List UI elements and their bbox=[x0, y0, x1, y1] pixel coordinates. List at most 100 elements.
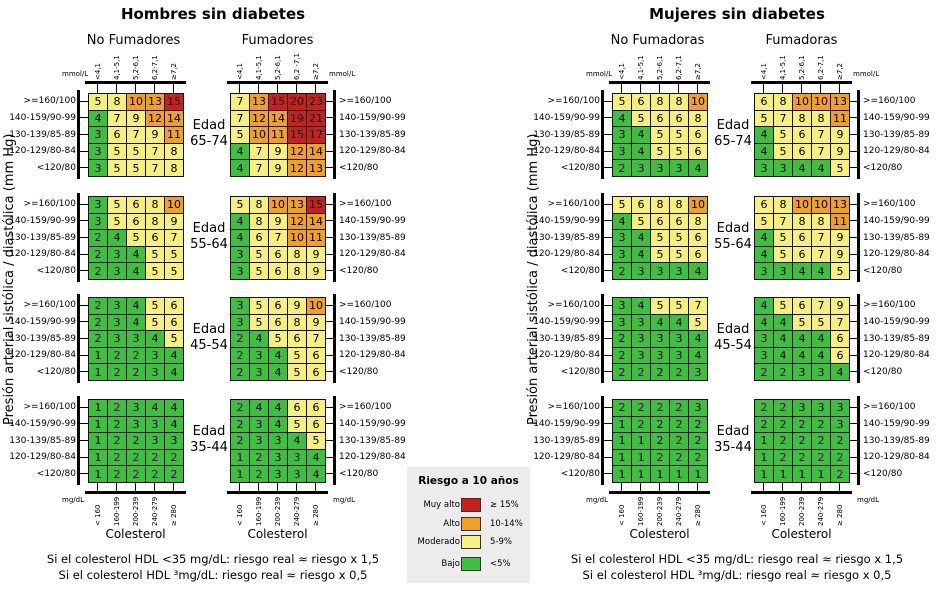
risk-cell: 5 bbox=[249, 262, 269, 280]
risk-cell: 5 bbox=[126, 229, 146, 247]
risk-cell: 5 bbox=[669, 297, 689, 315]
bp-row-label: 120-129/80-84 bbox=[863, 350, 930, 361]
x-axis-label: Colesterol bbox=[247, 527, 308, 541]
risk-cell: 2 bbox=[631, 399, 651, 417]
risk-cell: 2 bbox=[631, 415, 651, 434]
risk-cell: 2 bbox=[669, 415, 689, 434]
risk-grid: 6 8 10 10 13 5 7 8 8 11 4 5 6 7 9 4 5 6 7 9 3 3 4 4 5 bbox=[754, 93, 850, 177]
risk-cell: 2 bbox=[650, 415, 670, 434]
axis-tick bbox=[154, 482, 155, 491]
mmol-tick-label: ≥7,2 bbox=[693, 63, 702, 80]
risk-cell: 1 bbox=[88, 346, 108, 365]
risk-cell: 4 bbox=[792, 159, 812, 177]
mmol-unit-label: mmol/L bbox=[62, 70, 89, 78]
axis-tick bbox=[277, 84, 278, 93]
risk-cell: 1 bbox=[754, 448, 774, 467]
bp-row-label: 120-129/80-84 bbox=[863, 146, 930, 157]
risk-cell: 5 bbox=[650, 229, 670, 247]
bp-row-label: 120-129/80-84 bbox=[9, 452, 76, 463]
risk-cell: 3 bbox=[688, 363, 708, 381]
risk-cell: 2 bbox=[230, 415, 250, 434]
age-label-text: Edad bbox=[192, 220, 226, 236]
risk-cell: 2 bbox=[126, 363, 146, 381]
risk-cell: 2 bbox=[107, 465, 127, 483]
risk-cell: 20 bbox=[287, 93, 307, 111]
risk-cell: 11 bbox=[830, 109, 850, 128]
bp-row-label: 140-159/90-99 bbox=[339, 215, 406, 226]
risk-cell: 7 bbox=[164, 229, 184, 247]
risk-cell: 23 bbox=[306, 93, 326, 111]
bp-row-label: 120-129/80-84 bbox=[339, 452, 406, 463]
risk-cell: 1 bbox=[669, 465, 689, 483]
bottom-axis-bar bbox=[85, 491, 186, 494]
row-tick bbox=[849, 304, 857, 306]
y-axis-label: Presión arterial sistólica / diastólica … bbox=[526, 133, 541, 425]
risk-cell: 6 bbox=[830, 330, 850, 348]
risk-cell: 4 bbox=[306, 448, 326, 467]
bp-row-label: 130-139/85-89 bbox=[9, 232, 76, 243]
axis-tick bbox=[315, 84, 316, 93]
risk-cell: 7 bbox=[811, 126, 831, 144]
risk-cell: 8 bbox=[669, 93, 689, 111]
risk-cell: 3 bbox=[631, 346, 651, 365]
row-axis-bar bbox=[333, 294, 336, 383]
bp-row-label: >=160/100 bbox=[863, 96, 916, 107]
bp-row-label: >=160/100 bbox=[547, 402, 600, 413]
risk-cell: 9 bbox=[306, 245, 326, 264]
risk-cell: 2 bbox=[164, 448, 184, 467]
bp-row-label: <120/80 bbox=[36, 162, 76, 173]
risk-cell: 5 bbox=[792, 313, 812, 332]
risk-cell: 3 bbox=[107, 245, 127, 264]
risk-cell: 2 bbox=[612, 262, 632, 280]
risk-cell: 3 bbox=[107, 297, 127, 315]
risk-cell: 9 bbox=[830, 245, 850, 264]
legend-range-label: 10-14% bbox=[490, 519, 523, 529]
risk-cell: 4 bbox=[631, 142, 651, 161]
risk-cell: 3 bbox=[88, 126, 108, 144]
risk-cell: 4 bbox=[631, 126, 651, 144]
bp-row-label: 120-129/80-84 bbox=[533, 350, 600, 361]
bottom-axis-bar bbox=[609, 491, 710, 494]
risk-cell: 1 bbox=[631, 432, 651, 450]
risk-cell: 2 bbox=[688, 448, 708, 467]
bp-row-label: >=160/100 bbox=[23, 402, 76, 413]
row-tick bbox=[604, 456, 612, 458]
risk-cell: 2 bbox=[792, 448, 812, 467]
risk-cell: 2 bbox=[650, 432, 670, 450]
risk-cell: 3 bbox=[268, 465, 288, 483]
risk-cell: 9 bbox=[830, 297, 850, 315]
risk-cell: 3 bbox=[631, 313, 651, 332]
top-axis-bar bbox=[609, 81, 710, 84]
risk-grid: 5 6 8 8 10 4 5 6 6 8 3 4 5 5 6 3 4 5 5 6 2 3 3 3 4 bbox=[612, 93, 708, 177]
risk-cell: 3 bbox=[754, 159, 774, 177]
bp-row-label: 120-129/80-84 bbox=[533, 452, 600, 463]
risk-cell: 5 bbox=[773, 297, 793, 315]
bp-row-label: 140-159/90-99 bbox=[9, 418, 76, 429]
risk-cell: 5 bbox=[88, 93, 108, 111]
risk-cell: 2 bbox=[830, 465, 850, 483]
risk-grid: 3 5 6 8 10 3 5 6 8 9 2 4 5 6 7 2 3 4 5 5 2 3 4 5 5 bbox=[88, 196, 184, 280]
risk-cell: 6 bbox=[792, 297, 812, 315]
risk-cell: 4 bbox=[631, 297, 651, 315]
bp-row-label: >=160/100 bbox=[863, 402, 916, 413]
axis-tick bbox=[239, 84, 240, 93]
risk-cell: 2 bbox=[669, 432, 689, 450]
risk-cell: 2 bbox=[126, 448, 146, 467]
axis-tick bbox=[659, 482, 660, 491]
row-tick bbox=[325, 117, 333, 119]
risk-cell: 5 bbox=[631, 109, 651, 128]
age-label: Edad 55-64 bbox=[714, 221, 752, 253]
mgdl-tick-label: 240-279 bbox=[292, 496, 301, 526]
risk-cell: 4 bbox=[811, 262, 831, 280]
risk-cell: 3 bbox=[164, 432, 184, 450]
risk-cell: 5 bbox=[107, 196, 127, 214]
risk-cell: 2 bbox=[631, 363, 651, 381]
age-label-text: 65-74 bbox=[714, 133, 752, 149]
axis-tick bbox=[782, 482, 783, 491]
risk-cell: 13 bbox=[249, 93, 269, 111]
risk-cell: 1 bbox=[631, 465, 651, 483]
risk-cell: 3 bbox=[145, 363, 165, 381]
age-label: Edad 65-74 bbox=[714, 118, 752, 150]
row-tick bbox=[80, 371, 88, 373]
